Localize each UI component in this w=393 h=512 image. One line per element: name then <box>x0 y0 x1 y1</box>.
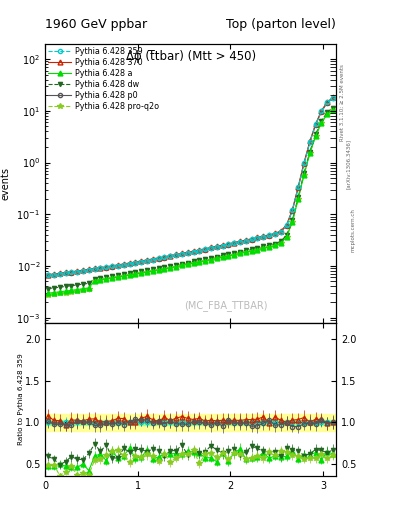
Text: 1960 GeV ppbar: 1960 GeV ppbar <box>45 18 147 31</box>
Y-axis label: events: events <box>1 166 11 200</box>
Text: mcplots.cern.ch: mcplots.cern.ch <box>351 208 356 252</box>
Text: Rivet 3.1.10; ≥ 2.5M events: Rivet 3.1.10; ≥ 2.5M events <box>340 64 345 141</box>
Text: [arXiv:1306.3436]: [arXiv:1306.3436] <box>346 139 351 189</box>
Legend: Pythia 6.428 359, Pythia 6.428 370, Pythia 6.428 a, Pythia 6.428 dw, Pythia 6.42: Pythia 6.428 359, Pythia 6.428 370, Pyth… <box>48 46 160 112</box>
Bar <box>45 414 336 431</box>
Bar <box>45 420 336 425</box>
Text: Δϕ (t̅tbar) (Mtt > 450): Δϕ (t̅tbar) (Mtt > 450) <box>125 51 256 63</box>
Text: Top (parton level): Top (parton level) <box>226 18 336 31</box>
Text: (MC_FBA_TTBAR): (MC_FBA_TTBAR) <box>184 301 267 311</box>
Y-axis label: Ratio to Pythia 6.428 359: Ratio to Pythia 6.428 359 <box>18 353 24 445</box>
